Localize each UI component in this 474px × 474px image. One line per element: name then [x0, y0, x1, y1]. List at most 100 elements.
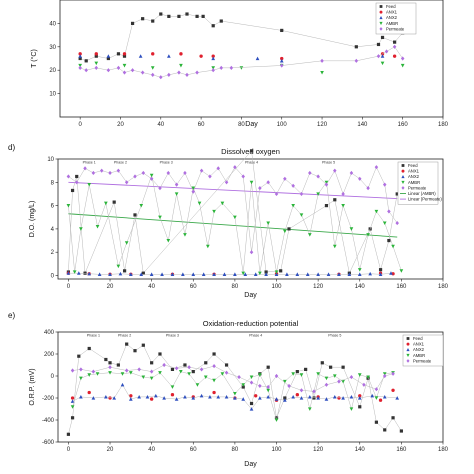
data-point — [233, 215, 237, 220]
chart-panel-3: 0 20 40 60 80 100 120 140 160 180 -600 -400 -200 0 200… — [8, 311, 449, 468]
phase-label: Phase 5 — [328, 334, 341, 338]
data-point — [116, 52, 121, 56]
data-point — [380, 54, 385, 58]
y-tick-label: 0 — [51, 274, 55, 280]
legend-marker — [379, 5, 383, 8]
x-tick-label: 20 — [107, 284, 114, 290]
data-point — [66, 204, 71, 208]
data-point — [320, 361, 324, 365]
data-point — [366, 186, 370, 191]
data-point — [264, 272, 268, 276]
data-point — [337, 379, 341, 384]
legend-box — [397, 161, 439, 205]
data-point — [133, 213, 137, 217]
data-point — [87, 390, 91, 395]
data-point — [78, 56, 82, 61]
data-point — [316, 372, 320, 376]
data-point — [399, 269, 404, 273]
series-anx2 — [78, 54, 385, 63]
data-point — [79, 376, 83, 381]
data-point — [70, 405, 75, 409]
data-point — [141, 170, 146, 176]
data-point — [128, 371, 133, 375]
data-point — [112, 396, 117, 400]
phase-label: Phase 2 — [118, 334, 131, 338]
data-point — [150, 361, 154, 365]
data-point — [312, 396, 316, 400]
data-point — [324, 376, 329, 381]
data-point — [170, 385, 175, 389]
legend-label: AMBR — [408, 180, 420, 185]
data-point — [95, 372, 100, 376]
data-point — [266, 365, 270, 369]
data-point — [332, 374, 337, 378]
data-point — [324, 182, 329, 187]
data-point — [357, 268, 362, 272]
data-point — [79, 367, 83, 372]
data-point — [159, 12, 163, 16]
data-point — [382, 182, 387, 187]
data-point — [167, 14, 171, 18]
data-point — [125, 342, 129, 346]
data-point — [222, 272, 227, 276]
data-point — [299, 373, 304, 377]
x-tick-label: 80 — [232, 447, 239, 453]
legend-marker — [379, 16, 383, 20]
data-point — [391, 371, 395, 376]
data-point — [78, 52, 82, 56]
data-point — [337, 396, 341, 400]
data-point — [199, 393, 204, 398]
data-point — [249, 180, 254, 185]
data-point — [241, 271, 246, 276]
data-point — [280, 28, 284, 33]
data-point — [149, 376, 154, 381]
data-point — [229, 65, 234, 70]
data-point — [124, 180, 129, 185]
x-tick-label: 160 — [396, 447, 407, 453]
data-point — [183, 394, 187, 399]
x-tick-label: 140 — [355, 447, 366, 453]
series-feed — [66, 342, 403, 436]
data-point — [266, 221, 271, 225]
data-point — [395, 192, 399, 196]
data-point — [74, 180, 79, 185]
data-point — [366, 375, 370, 380]
series-connector — [68, 150, 398, 274]
y-axis-label: T (°C) — [30, 49, 38, 68]
data-point — [224, 370, 229, 375]
data-point — [145, 394, 150, 399]
data-point — [399, 429, 403, 433]
data-point — [183, 363, 187, 367]
series-connector — [80, 13, 403, 62]
data-point — [291, 204, 296, 208]
data-point — [299, 388, 304, 393]
x-tick-label: 20 — [117, 122, 124, 128]
data-point — [274, 418, 279, 422]
series-connector — [72, 371, 394, 421]
data-point — [151, 19, 155, 23]
data-point — [149, 369, 154, 374]
data-point — [249, 380, 254, 385]
x-tick-label: 160 — [398, 122, 409, 128]
data-point — [274, 397, 279, 401]
data-point — [241, 385, 245, 389]
data-point — [87, 183, 92, 187]
data-point — [370, 393, 375, 398]
data-point — [208, 394, 212, 399]
data-point — [316, 192, 320, 196]
data-point — [374, 396, 379, 400]
data-point — [108, 170, 112, 176]
data-point — [78, 65, 82, 70]
data-point — [104, 394, 108, 399]
data-point — [84, 59, 88, 63]
data-point — [374, 420, 379, 424]
data-point — [212, 352, 216, 356]
data-point — [316, 272, 320, 276]
chart-panel-1: 0 20 40 60 80 100 120 140 160 180 10 20 30 40 Day T (°C… — [30, 0, 449, 128]
data-point — [141, 17, 145, 21]
legend-marker — [406, 348, 410, 352]
legend-label: ANX2 — [413, 347, 425, 352]
data-point — [162, 396, 166, 400]
x-tick-label: 80 — [232, 284, 239, 290]
data-point — [266, 384, 270, 390]
